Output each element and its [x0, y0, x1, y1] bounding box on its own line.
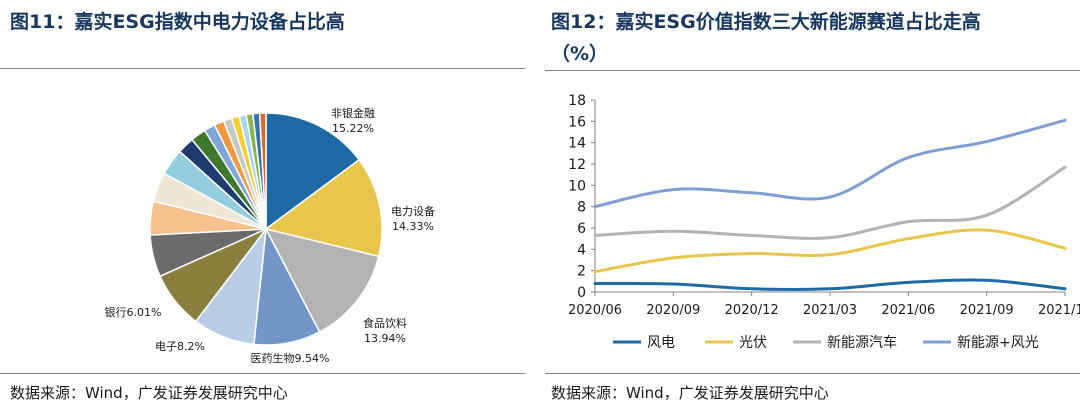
pie-slice-label: 医药生物9.54% — [251, 351, 330, 365]
x-tick-label: 2021/06 — [881, 303, 935, 318]
series-line — [593, 278, 1067, 292]
pie-slice-value-label: 15.22% — [332, 122, 374, 135]
legend-label: 光伏 — [739, 335, 767, 351]
line-chart-title: 图12：嘉实ESG价值指数三大新能源赛道占比走高 （%） — [551, 6, 1074, 70]
y-tick-label: 10 — [568, 178, 586, 194]
pie-slice-label: 银行6.01% — [105, 305, 162, 319]
pie-slice-label: 电子8.2% — [155, 340, 205, 353]
x-tick-label: 2020/12 — [725, 303, 779, 318]
y-tick-label: 8 — [577, 200, 586, 216]
source-note: 数据来源：Wind，广发证券发展研究中心 — [551, 384, 829, 402]
pie-chart-title: 图11：嘉实ESG指数中电力设备占比高 — [10, 11, 345, 33]
series-line — [593, 165, 1067, 240]
legend-label: 新能源+风光 — [957, 335, 1039, 351]
x-tick-label: 2021/12 — [1038, 303, 1080, 318]
x-tick-label: 2020/09 — [646, 303, 700, 318]
pie-slice — [265, 112, 361, 231]
line-chart: 0 2 4 6 8 10 12 14 16 18 2020/06 2020/09 2020/12 2021… — [568, 93, 1080, 351]
legend-label: 新能源汽车 — [827, 334, 897, 351]
x-tick-label: 2021/09 — [960, 303, 1014, 318]
source-divider — [545, 373, 1080, 374]
x-tick-label: 2021/03 — [803, 303, 857, 318]
pie-slice — [264, 158, 383, 258]
pie-slice — [264, 227, 380, 333]
y-tick-label: 0 — [577, 285, 586, 301]
line-chart-title-line2: （%） — [551, 43, 609, 65]
y-tick-label: 12 — [568, 157, 586, 173]
left-panel: 图11：嘉实ESG指数中电力设备占比高 非银金融 15.22% 电力设备 14.33%… — [0, 0, 525, 413]
y-tick-label: 4 — [577, 242, 586, 258]
series-line — [593, 118, 1067, 209]
pie-slice-value-label: 13.94% — [364, 332, 406, 345]
pie-slice-label: 食品饮料 — [363, 316, 407, 330]
line-chart-title-line1: 图12：嘉实ESG价值指数三大新能源赛道占比走高 — [551, 11, 981, 33]
pie-slice-value-label: 14.33% — [392, 220, 434, 233]
pie-chart: 非银金融 15.22% 电力设备 14.33% 食品饮料 13.94% 医药生物9.54% 电… — [105, 106, 435, 365]
pie-slice-label: 电力设备 — [391, 204, 435, 218]
source-divider — [0, 373, 525, 374]
title-divider — [545, 70, 1080, 71]
legend-label: 风电 — [647, 335, 675, 351]
x-tick-label: 2020/06 — [568, 303, 622, 318]
source-note: 数据来源：Wind，广发证券发展研究中心 — [10, 384, 288, 402]
pie-slice-label: 非银金融 — [331, 106, 375, 120]
y-tick-label: 6 — [577, 221, 586, 237]
right-panel: 图12：嘉实ESG价值指数三大新能源赛道占比走高 （%） 0 2 4 6 8 10 12 14… — [545, 0, 1080, 413]
y-tick-label: 2 — [577, 264, 586, 280]
series-line — [593, 228, 1067, 274]
y-tick-label: 14 — [568, 136, 586, 152]
y-tick-label: 18 — [568, 93, 586, 109]
pie-slice — [258, 112, 267, 230]
y-tick-label: 16 — [568, 114, 586, 130]
title-divider — [0, 68, 525, 69]
